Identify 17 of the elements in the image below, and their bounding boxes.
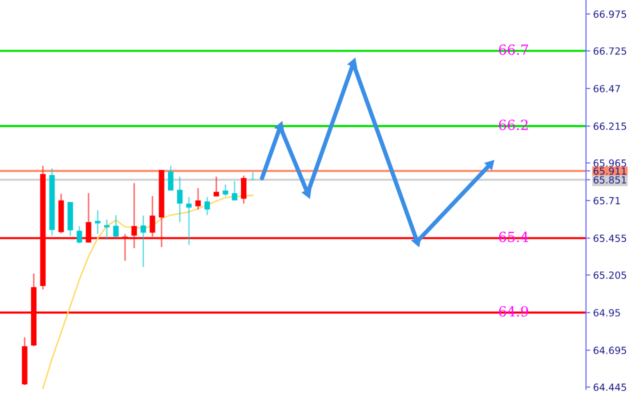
point — [301, 188, 312, 199]
y-tick-label: 66.215 — [594, 122, 626, 130]
y-tick-label: 64.445 — [594, 384, 626, 391]
y-tick-label: 65.205 — [594, 271, 626, 279]
y-tick-label: 65.965 — [594, 159, 626, 167]
y-tick-label: 64.695 — [594, 346, 626, 354]
y-tick-label: 65.851 — [594, 176, 626, 184]
point — [347, 58, 358, 68]
y-tick-label: 64.95 — [594, 309, 620, 316]
y-tick-label: 66.47 — [594, 84, 620, 92]
point — [484, 160, 494, 170]
y-tick-label: 65.71 — [594, 197, 620, 204]
y-tick-label: 65.911 — [594, 167, 626, 175]
y-tick-label: 66.975 — [594, 10, 626, 18]
y-tick-label: 66.725 — [594, 47, 626, 55]
y-tick-label: 65.455 — [594, 234, 626, 242]
point — [274, 120, 284, 132]
